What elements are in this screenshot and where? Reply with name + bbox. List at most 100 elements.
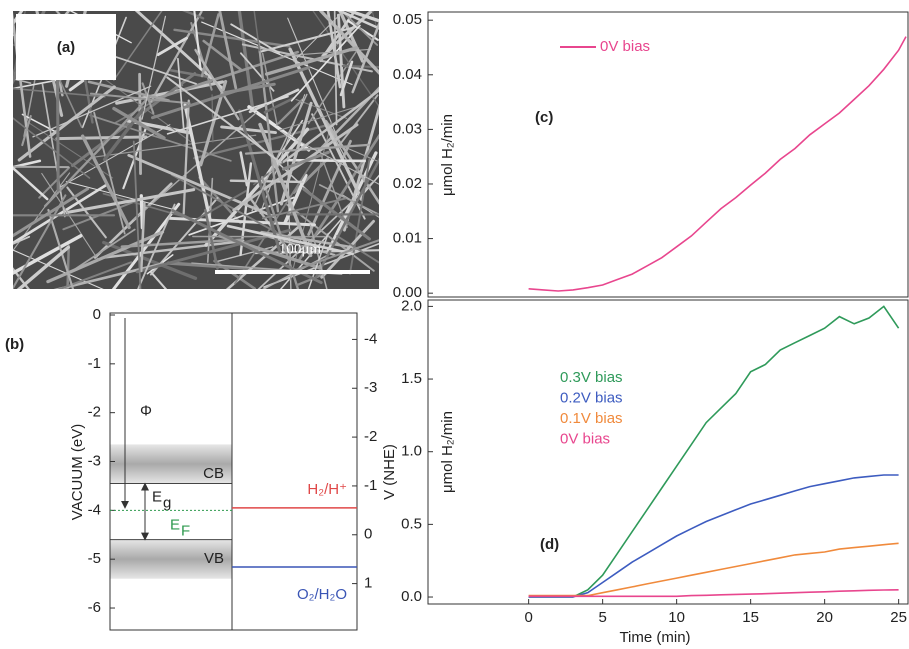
y2-tick-label: 1: [364, 575, 372, 592]
nanowire: [93, 111, 126, 235]
legend-label: 0.2V bias: [560, 389, 623, 406]
band-label: CB: [203, 465, 224, 482]
y-tick-label: 0.01: [393, 230, 422, 247]
nanowire: [193, 190, 247, 222]
nanowire: [264, 46, 359, 76]
y-tick-label: -3: [88, 452, 101, 469]
nanowire: [141, 15, 167, 120]
y-tick-label: -5: [88, 550, 101, 567]
nanowire: [282, 88, 380, 163]
y-tick-label: 0.0: [401, 588, 422, 605]
nanowire: [166, 95, 289, 135]
nanowire: [133, 111, 257, 221]
nanowire: [281, 131, 380, 186]
nanowire: [150, 65, 311, 120]
data-line: [528, 305, 900, 598]
nanowire: [257, 43, 280, 213]
y-tick-label: -6: [88, 599, 101, 616]
nanowire: [12, 10, 25, 28]
nanowire: [320, 219, 375, 279]
nanowire: [166, 76, 282, 164]
nanowire: [127, 153, 277, 219]
nanowire: [87, 80, 170, 102]
nanowire: [12, 187, 90, 238]
nanowire: [102, 192, 189, 219]
nanowire: [239, 151, 249, 187]
nanowire: [41, 172, 100, 261]
nanowire: [15, 245, 70, 290]
nanowire: [194, 48, 240, 121]
y2-tick-label: -1: [364, 477, 377, 494]
nanowire: [258, 122, 313, 258]
y-tick-label: 2.0: [401, 297, 422, 314]
nanowire: [232, 123, 359, 212]
y2-tick-label: -2: [364, 428, 377, 445]
nanowire: [12, 77, 32, 84]
level-label-sub: g: [163, 494, 171, 511]
y-tick-label: 0: [93, 306, 101, 323]
nanowire: [288, 47, 364, 201]
nanowire: [339, 60, 354, 97]
nanowire: [309, 224, 328, 290]
nanowire: [183, 103, 212, 222]
y-tick-label: -4: [88, 501, 101, 518]
nanowire: [21, 113, 60, 135]
plot-frame: [427, 299, 909, 605]
nanowire: [136, 203, 176, 290]
nanowire: [112, 106, 166, 140]
nanowire: [182, 99, 190, 215]
nanowire: [251, 93, 308, 212]
nanowire: [201, 21, 353, 86]
nanowire: [237, 109, 282, 256]
nanowire: [220, 125, 277, 134]
y2-tick-label: -3: [364, 379, 377, 396]
nanowire: [65, 188, 196, 215]
nanowire: [285, 238, 380, 275]
nanowire: [177, 57, 185, 131]
data-line: [528, 589, 899, 598]
energy-band: [110, 444, 232, 484]
plot-frame: [427, 11, 909, 298]
nanowire: [281, 150, 330, 171]
nanowire: [54, 261, 133, 290]
nanowire: [204, 208, 219, 270]
nanowire: [80, 134, 131, 230]
x-tick-label: 20: [816, 609, 833, 626]
nanowire: [295, 98, 348, 119]
nanowire: [12, 165, 49, 201]
panel-label: (d): [540, 536, 559, 553]
x-tick-label: 25: [890, 609, 907, 626]
nanowire: [89, 92, 191, 105]
nanowire: [32, 85, 152, 138]
nanowire: [150, 10, 203, 103]
nanowire: [150, 271, 169, 290]
nanowire: [17, 85, 116, 162]
nanowire: [12, 116, 91, 179]
x-axis-title: Time (min): [619, 629, 690, 646]
nanowire: [293, 10, 346, 62]
y-tick-label: -2: [88, 404, 101, 421]
nanowire: [12, 183, 109, 246]
nanowire: [226, 224, 354, 256]
nanowire: [334, 10, 380, 31]
nanowire: [193, 122, 335, 160]
data-line: [528, 36, 907, 292]
nanowire: [286, 203, 375, 272]
nanowire: [21, 114, 32, 147]
y-axis-title: μmol H₂/min: [439, 411, 456, 493]
nanowire: [239, 126, 318, 200]
nanowire: [43, 95, 151, 208]
nanowire: [57, 124, 171, 189]
nanowire: [156, 36, 188, 57]
nanowire: [93, 70, 192, 143]
nanowire: [279, 105, 359, 131]
nanowire: [371, 10, 380, 42]
scale-bar-label: 100μm: [279, 241, 322, 257]
nanowire: [351, 18, 380, 94]
nanowire: [139, 194, 144, 230]
panel-label: (a): [57, 39, 75, 56]
panel-label: (c): [535, 109, 553, 126]
nanowire: [47, 208, 75, 290]
y-tick-label: 1.5: [401, 370, 422, 387]
nanowire: [337, 94, 379, 148]
